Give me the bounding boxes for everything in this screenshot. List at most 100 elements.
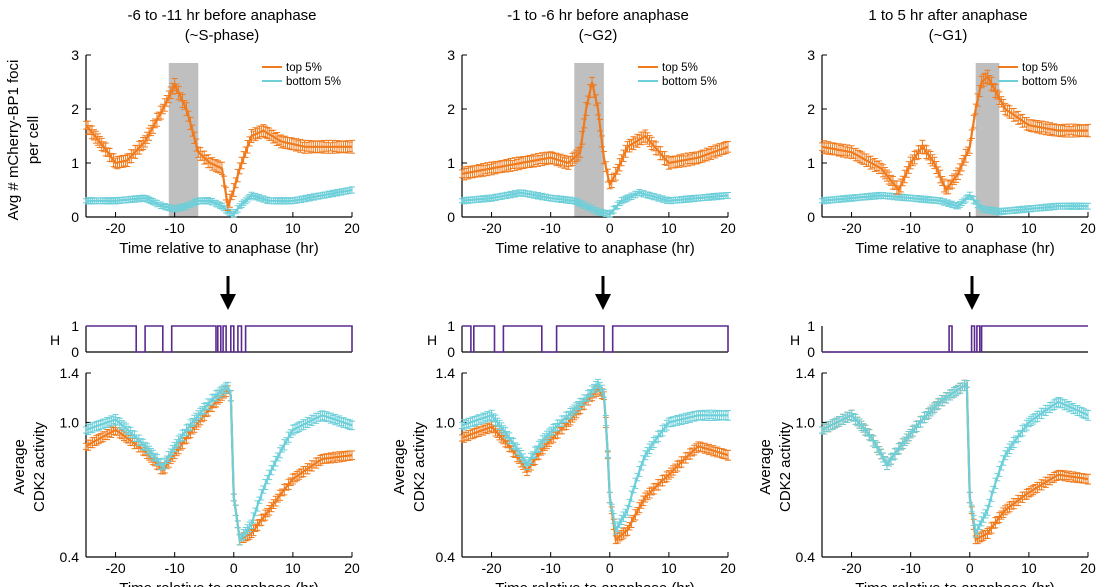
- foci-ylabel-line2: per cell: [25, 116, 42, 164]
- cdk2-ytick-label: 1.4: [796, 365, 816, 381]
- foci-xtick-label: -10: [165, 220, 185, 236]
- foci-xlabel: Time relative to anaphase (hr): [495, 240, 695, 257]
- down-arrow-icon: [595, 276, 611, 310]
- foci-ytick-label: 2: [71, 101, 79, 117]
- legend-label-top: top 5%: [286, 62, 322, 74]
- cdk2-ytick-label: 1.0: [436, 414, 456, 430]
- foci-ylabel-line1: Avg # mCherry-BP1 foci: [5, 60, 22, 221]
- cdk2-xlabel: Time relative to anaphase (hr): [855, 580, 1055, 587]
- chart-panel-1-cdk2: 0.4 1.0 1.4 -20 -10 0 10 20 Time relative to ana…: [436, 365, 736, 587]
- cdk2-xtick-label: 10: [661, 560, 677, 576]
- foci-ytick-label: 1: [447, 155, 455, 171]
- foci-xtick-label: 0: [606, 220, 614, 236]
- cdk2-ylabel-line1-p1: Average: [391, 439, 408, 495]
- series-bottom-5pct-line: [461, 382, 728, 534]
- binary-ytick-label: 1: [447, 318, 455, 334]
- foci-xtick-label: -20: [481, 220, 501, 236]
- cdk2-ytick-label: 0.4: [60, 549, 80, 565]
- foci-ytick-label: 1: [807, 155, 815, 171]
- cdk2-xtick-label: -10: [165, 560, 185, 576]
- foci-xtick-label: 20: [344, 220, 360, 236]
- cdk2-ylabel-line2-p2: CDK2 activity: [777, 421, 794, 512]
- foci-ytick-label: 3: [807, 47, 815, 63]
- cdk2-ylabel-line1-p2: Average: [757, 439, 774, 495]
- binary-ytick-label: 1: [71, 318, 79, 334]
- binary-ytick-label: 0: [807, 344, 815, 360]
- cdk2-ylabel-line1: Average: [11, 439, 28, 495]
- binary-ytick-label: 0: [71, 344, 79, 360]
- foci-ytick-label: 0: [447, 209, 455, 225]
- panel-0-title-line1: -6 to -11 hr before anaphase: [127, 7, 316, 24]
- panel-2-title-line2: (~G1): [929, 27, 968, 44]
- h-label-1: H: [427, 332, 437, 348]
- h-label-2: H: [790, 332, 800, 348]
- series-top-5pct-line: [461, 81, 729, 188]
- h-label-0: H: [50, 332, 60, 348]
- panel-1-title-line1: -1 to -6 hr before anaphase: [507, 7, 689, 24]
- chart-panel-1-binary: 01: [447, 318, 729, 360]
- chart-panel-2-binary: 01: [807, 318, 1088, 360]
- panel-2-title-line1: 1 to 5 hr after anaphase: [868, 7, 1027, 24]
- cdk2-ylabel-line2-p1: CDK2 activity: [411, 421, 428, 512]
- cdk2-xtick-label: 20: [720, 560, 736, 576]
- down-arrow-icon: [220, 276, 236, 310]
- foci-ytick-label: 2: [807, 101, 815, 117]
- legend-label-bottom: bottom 5%: [662, 76, 717, 88]
- chart-panel-0-foci: 0 1 2 3 -20 -10 0 10 20 Time relative to anaphase…: [71, 47, 360, 257]
- cdk2-xtick-label: -10: [541, 560, 561, 576]
- cdk2-ytick-label: 1.0: [796, 414, 816, 430]
- foci-xtick-label: 0: [230, 220, 238, 236]
- legend-label-bottom: bottom 5%: [286, 76, 341, 88]
- foci-xtick-label: 10: [285, 220, 301, 236]
- cdk2-xtick-label: -20: [105, 560, 125, 576]
- foci-ytick-label: 3: [447, 47, 455, 63]
- cdk2-xtick-label: 0: [606, 560, 614, 576]
- foci-xtick-label: 10: [661, 220, 677, 236]
- cdk2-ytick-label: 1.0: [60, 414, 80, 430]
- cdk2-xtick-label: 0: [966, 560, 974, 576]
- series-bottom-5pct-line: [821, 193, 1088, 213]
- cdk2-xtick-label: -10: [901, 560, 921, 576]
- cdk2-xtick-label: 10: [285, 560, 301, 576]
- foci-xtick-label: -20: [105, 220, 125, 236]
- series-bottom-5pct-line: [85, 384, 353, 543]
- panel-1-title-line2: (~G2): [579, 27, 618, 44]
- chart-panel-2-foci: 0 1 2 3 -20 -10 0 10 20 Time relative to anaphase…: [807, 47, 1096, 257]
- legend-label-bottom: bottom 5%: [1022, 76, 1077, 88]
- foci-ytick-label: 1: [71, 155, 79, 171]
- foci-xtick-label: 20: [720, 220, 736, 236]
- cdk2-xtick-label: -20: [481, 560, 501, 576]
- legend-label-top: top 5%: [662, 62, 698, 74]
- foci-xtick-label: 20: [1080, 220, 1096, 236]
- binary-trace-line: [462, 325, 729, 353]
- shaded-window: [574, 63, 604, 217]
- cdk2-ytick-label: 0.4: [796, 549, 816, 565]
- cdk2-xtick-label: 20: [1080, 560, 1096, 576]
- binary-ytick-label: 1: [807, 318, 815, 334]
- foci-xlabel: Time relative to anaphase (hr): [855, 240, 1055, 257]
- cdk2-ytick-label: 1.4: [60, 365, 80, 381]
- foci-ytick-label: 0: [71, 209, 79, 225]
- binary-trace-line: [86, 325, 353, 353]
- foci-xtick-label: -10: [541, 220, 561, 236]
- cdk2-xlabel: Time relative to anaphase (hr): [119, 580, 319, 587]
- series-bottom-5pct-line: [821, 381, 1089, 537]
- cdk2-ytick-label: 1.4: [436, 365, 456, 381]
- cdk2-xtick-label: 10: [1021, 560, 1037, 576]
- panel-0-title-line2: (~S-phase): [185, 27, 260, 44]
- foci-ytick-label: 0: [807, 209, 815, 225]
- chart-panel-0-cdk2: 0.4 1.0 1.4 -20 -10 0 10 20 Time relative to ana…: [60, 365, 360, 587]
- chart-panel-0-binary: 01: [71, 318, 353, 360]
- cdk2-xtick-label: 0: [230, 560, 238, 576]
- foci-xtick-label: 10: [1021, 220, 1037, 236]
- cdk2-ylabel-line2: CDK2 activity: [31, 421, 48, 512]
- chart-panel-1-foci: 0 1 2 3 -20 -10 0 10 20 Time relative to anaphase…: [447, 47, 736, 257]
- foci-ytick-label: 3: [71, 47, 79, 63]
- series-top-5pct-line: [85, 387, 353, 542]
- cdk2-ytick-label: 0.4: [436, 549, 456, 565]
- foci-xtick-label: -20: [841, 220, 861, 236]
- cdk2-xtick-label: 20: [344, 560, 360, 576]
- series-top-5pct-line: [85, 82, 352, 207]
